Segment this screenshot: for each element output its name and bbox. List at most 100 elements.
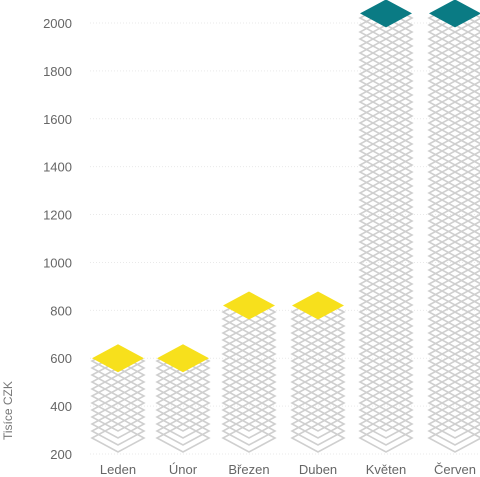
bar-stack-layer: [290, 339, 346, 369]
bar-stack-layer: [427, 38, 480, 68]
y-tick-label: 400: [50, 399, 72, 414]
bar-stack-layer: [427, 332, 480, 362]
bar: [155, 344, 211, 453]
bar-stack-layer: [358, 136, 414, 166]
bar-stack-layer: [358, 24, 414, 54]
bar-stack-layer: [427, 178, 480, 208]
bar: [90, 344, 146, 453]
bar-stack-layer: [358, 248, 414, 278]
bar-stack-layer: [221, 381, 277, 411]
bar-top-marker: [223, 291, 275, 320]
bar-stack-layer: [90, 381, 146, 411]
bar-stack-layer: [290, 353, 346, 383]
bar-stack-layer: [358, 150, 414, 180]
x-tick-label: Květen: [366, 462, 406, 477]
bar-stack-layer: [358, 31, 414, 61]
bar-stack-layer: [90, 423, 146, 453]
bar-stack-layer: [358, 290, 414, 320]
bar-stack-layer: [427, 374, 480, 404]
bar-stack-layer: [358, 206, 414, 236]
bar-stack-layer: [358, 402, 414, 432]
bar-stack-layer: [221, 311, 277, 341]
bar-stack-layer: [155, 374, 211, 404]
bar-stack-layer: [427, 381, 480, 411]
bar-stack-layer: [358, 66, 414, 96]
bar-stack-layer: [358, 255, 414, 285]
bar-stack-layer: [290, 409, 346, 439]
bar-stack-layer: [427, 129, 480, 159]
bar-stack-layer: [221, 402, 277, 432]
bar-stack-layer: [90, 360, 146, 390]
bar-stack-layer: [427, 164, 480, 194]
bar-stack-layer: [90, 353, 146, 383]
bar-stack-layer: [221, 374, 277, 404]
bar-stack-layer: [427, 80, 480, 110]
bar-stack-layer: [290, 402, 346, 432]
x-tick-label: Leden: [100, 462, 136, 477]
bar-stack-layer: [358, 325, 414, 355]
bar-stack-layer: [90, 374, 146, 404]
bar-stack-layer: [358, 297, 414, 327]
bar-stack-layer: [427, 45, 480, 75]
bar-stack-layer: [221, 360, 277, 390]
bar-stack-layer: [427, 395, 480, 425]
bar-stack-layer: [427, 192, 480, 222]
bar-stack-layer: [427, 367, 480, 397]
bar-stack-layer: [427, 276, 480, 306]
bar-stack-layer: [358, 52, 414, 82]
bar-stack-layer: [427, 108, 480, 138]
bar-stack-layer: [155, 388, 211, 418]
bar-stack-layer: [290, 374, 346, 404]
bar-stack-layer: [358, 339, 414, 369]
x-tick-label: Červen: [434, 462, 476, 477]
bar-stack-layer: [155, 409, 211, 439]
bar-stack-layer: [427, 409, 480, 439]
bar-stack-layer: [427, 255, 480, 285]
bar-stack-layer: [358, 213, 414, 243]
bar-stack-layer: [358, 94, 414, 124]
grid-lines: [90, 22, 480, 455]
bar-stack-layer: [358, 108, 414, 138]
bars: [90, 0, 480, 453]
bar-stack-layer: [290, 360, 346, 390]
bar-stack-layer: [290, 423, 346, 453]
bar-stack-layer: [358, 143, 414, 173]
bar-stack-layer: [427, 115, 480, 145]
bar-stack-layer: [290, 304, 346, 334]
bar-top-marker: [92, 344, 144, 373]
bar-stack-layer: [358, 374, 414, 404]
bar-stack-layer: [427, 360, 480, 390]
bar-stack-layer: [358, 234, 414, 264]
bar-stack-layer: [290, 318, 346, 348]
bar-stack-layer: [290, 311, 346, 341]
bar-stack-layer: [358, 45, 414, 75]
bar-stack-layer: [358, 164, 414, 194]
bar-stack-layer: [427, 304, 480, 334]
bar-stack-layer: [427, 297, 480, 327]
bar-top-marker: [292, 291, 344, 320]
y-axis-label: Tisíce CZK: [1, 381, 15, 440]
y-tick-label: 1600: [43, 112, 72, 127]
bar-stack-layer: [427, 283, 480, 313]
bar-stack-layer: [427, 87, 480, 117]
bar-stack-layer: [358, 220, 414, 250]
bar-stack-layer: [358, 262, 414, 292]
bar-stack-layer: [90, 367, 146, 397]
bar: [427, 0, 480, 453]
x-tick-label: Duben: [299, 462, 337, 477]
bar-stack-layer: [427, 262, 480, 292]
y-tick-label: 1000: [43, 255, 72, 270]
bar-stack-layer: [358, 17, 414, 47]
bar-stack-layer: [427, 241, 480, 271]
bar: [358, 0, 414, 453]
bar-stack-layer: [290, 416, 346, 446]
bar-stack-layer: [358, 178, 414, 208]
bar-stack-layer: [221, 332, 277, 362]
x-axis-ticks: Leden Únor Březen Duben Květen Červen: [100, 462, 476, 477]
bar-stack-layer: [90, 395, 146, 425]
y-tick-label: 2000: [43, 16, 72, 31]
bar-stack-layer: [358, 129, 414, 159]
bar-stack-layer: [358, 101, 414, 131]
bar-stack-layer: [427, 143, 480, 173]
bar-stack-layer: [358, 423, 414, 453]
